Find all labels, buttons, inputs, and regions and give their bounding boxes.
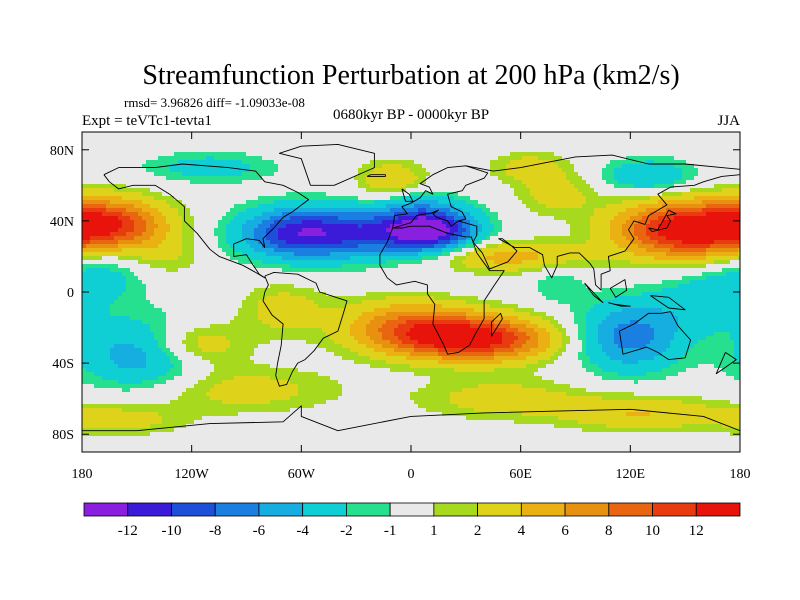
coastline — [465, 154, 740, 172]
colorbar-label: -4 — [296, 523, 309, 539]
colorbar-label: 1 — [430, 523, 438, 539]
colorbar-label: 12 — [689, 523, 704, 539]
colorbar-label: -12 — [118, 523, 138, 539]
x-tick-label: 180 — [72, 467, 93, 482]
colorbar-swatch — [608, 502, 653, 517]
x-tick-label: 180 — [730, 467, 751, 482]
colorbar-swatch — [695, 502, 741, 517]
colorbar-label: 8 — [605, 523, 613, 539]
colorbar-label: 6 — [561, 523, 569, 539]
colorbar-label: -1 — [384, 523, 397, 539]
colorbar-swatch — [345, 502, 391, 517]
colorbar-swatch — [652, 502, 697, 517]
colorbar-label: 10 — [645, 523, 660, 539]
coastline — [608, 302, 631, 307]
colorbar-swatch — [83, 502, 129, 517]
map-plot-area — [81, 131, 741, 453]
x-tick-label: 120E — [616, 467, 646, 482]
coastline — [392, 165, 489, 229]
colorbar-swatch — [214, 502, 260, 517]
colorbar: -12 -10 -8 -6 -4 -2 -1 1 2 4 6 8 10 12 — [83, 502, 741, 539]
colorbar-swatch — [520, 502, 566, 517]
coastline — [650, 295, 686, 311]
colorbar-swatch — [477, 502, 522, 517]
coastline — [401, 188, 414, 202]
stats-line: rmsd= 3.96826 diff= -1.09033e-08 — [124, 95, 305, 110]
coastlines — [82, 143, 740, 432]
coastline — [648, 209, 677, 233]
coastline — [609, 279, 628, 298]
contour-field — [82, 132, 740, 452]
coastline — [618, 311, 692, 361]
colorbar-swatch — [389, 502, 435, 517]
y-tick-label: 40S — [52, 357, 74, 372]
map-axes: 180 120W 60W 0 60E 120E 180 80N 40N 0 40S 80S — [50, 132, 751, 482]
coastline — [379, 225, 505, 355]
coastline — [278, 143, 375, 186]
experiment-label: Expt = teVTc1-tevta1 — [82, 113, 212, 129]
coastline — [584, 282, 604, 304]
x-tick-label: 60W — [288, 467, 316, 482]
colorbar-label: -8 — [209, 523, 222, 539]
colorbar-swatch — [433, 502, 479, 517]
y-tick-label: 0 — [67, 286, 74, 301]
colorbar-swatch — [302, 502, 347, 517]
y-tick-label: 40N — [50, 215, 74, 230]
colorbar-swatch — [564, 502, 610, 517]
chart-title: Streamfunction Perturbation at 200 hPa (… — [142, 60, 679, 91]
coastline — [82, 405, 740, 432]
x-tick-label: 0 — [408, 467, 415, 482]
colorbar-label: -6 — [253, 523, 266, 539]
colorbar-label: -10 — [161, 523, 181, 539]
coastline — [490, 312, 503, 337]
x-tick-label: 60E — [509, 467, 532, 482]
x-tick-label: 120W — [175, 467, 210, 482]
colorbar-swatch — [127, 502, 172, 517]
coastline — [715, 352, 737, 375]
colorbar-swatch — [171, 502, 216, 517]
coastline — [262, 271, 348, 387]
coastline — [103, 163, 310, 279]
coastline — [366, 174, 386, 177]
y-tick-label: 80S — [52, 428, 74, 443]
y-tick-label: 80N — [50, 144, 74, 159]
colorbar-swatch — [258, 502, 304, 517]
colorbar-label: -2 — [340, 523, 353, 539]
season-label: JJA — [717, 113, 740, 129]
period-label: 0680kyr BP - 0000kyr BP — [333, 107, 489, 123]
coastline — [458, 174, 740, 291]
colorbar-label: 4 — [518, 523, 526, 539]
colorbar-label: 2 — [474, 523, 482, 539]
